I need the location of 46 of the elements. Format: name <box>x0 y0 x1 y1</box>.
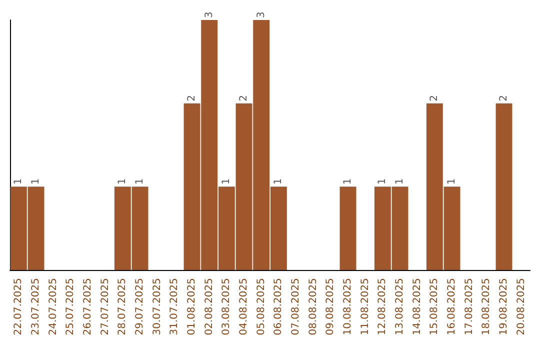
data-label: 2 <box>238 94 250 102</box>
x-tick-label: 25.07.2025 <box>65 278 76 336</box>
data-label: 1 <box>13 178 24 185</box>
data-label: 2 <box>498 94 510 102</box>
x-tick-label: 12.08.2025 <box>377 278 388 336</box>
x-tick-label: 07.08.2025 <box>290 278 302 336</box>
x-tick-label: 05.08.2025 <box>256 278 267 336</box>
x-tick-label: 04.08.2025 <box>238 278 250 336</box>
data-label: 1 <box>377 178 388 185</box>
x-tick-label: 28.07.2025 <box>117 278 128 336</box>
x-tick-label: 09.08.2025 <box>325 278 336 336</box>
x-tick-label: 14.08.2025 <box>412 278 423 336</box>
data-label: 1 <box>134 178 146 185</box>
x-tick-label: 23.07.2025 <box>30 278 42 336</box>
data-label: 3 <box>204 12 215 18</box>
data-label: 1 <box>446 178 458 185</box>
x-tick-label: 24.07.2025 <box>48 278 59 336</box>
data-label: 1 <box>394 178 406 185</box>
x-tick-label: 11.08.2025 <box>360 278 371 336</box>
x-tick-label: 03.08.2025 <box>221 278 232 336</box>
x-tick-label: 06.08.2025 <box>273 278 284 336</box>
x-tick-label: 27.07.2025 <box>100 278 111 336</box>
x-tick-label: 17.08.2025 <box>464 278 475 336</box>
x-tick-label: 08.08.2025 <box>308 278 319 336</box>
x-tick-label: 01.08.2025 <box>186 278 198 336</box>
data-label: 2 <box>186 94 198 102</box>
x-tick-label: 31.07.2025 <box>169 278 180 336</box>
x-tick-label: 02.08.2025 <box>204 278 215 336</box>
x-tick-label: 19.08.2025 <box>498 278 510 336</box>
data-label: 1 <box>273 178 284 185</box>
data-label: 1 <box>221 178 232 185</box>
x-tick-label: 13.08.2025 <box>394 278 406 336</box>
x-tick-label: 30.07.2025 <box>152 278 163 336</box>
x-tick-label: 18.08.2025 <box>481 278 492 336</box>
x-tick-label: 22.07.2025 <box>13 278 24 336</box>
data-label: 3 <box>256 12 267 18</box>
x-tick-label: 16.08.2025 <box>446 278 458 336</box>
x-tick-label: 20.08.2025 <box>516 278 527 336</box>
x-tick-label: 15.08.2025 <box>429 278 440 336</box>
data-label: 1 <box>117 178 128 185</box>
x-tick-label: 10.08.2025 <box>342 278 354 336</box>
x-tick-label: 26.07.2025 <box>82 278 94 336</box>
data-label: 2 <box>429 94 440 102</box>
data-label: 1 <box>342 178 354 185</box>
x-tick-label: 29.07.2025 <box>134 278 146 336</box>
data-label: 1 <box>30 178 42 185</box>
